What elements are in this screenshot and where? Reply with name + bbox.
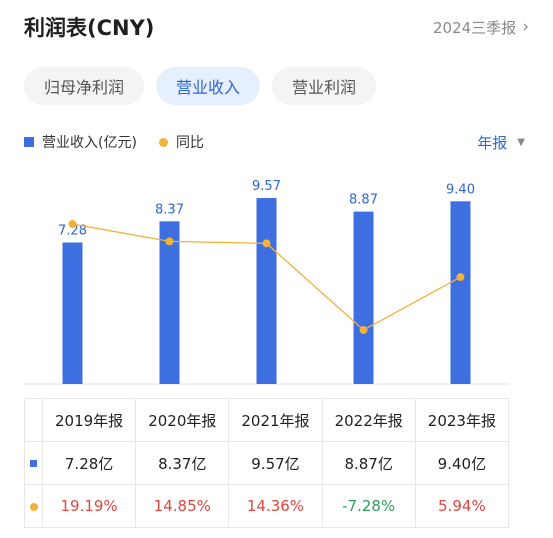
legend-row: 营业收入(亿元) 同比 年报 ▼ <box>24 131 525 153</box>
row-icon-cell <box>24 441 43 485</box>
table-header-cell: 2020年报 <box>135 398 230 442</box>
yoy-point <box>262 239 271 248</box>
triangle-down-icon: ▼ <box>517 136 525 148</box>
revenue-chart: 7.28 8.37 9.57 8.87 9.40 <box>24 179 509 385</box>
table-cell: -7.28% <box>321 484 416 528</box>
legend-label: 营业收入(亿元) <box>42 135 137 151</box>
bar-value-label: 8.37 <box>155 202 184 217</box>
table-header-cell: 2021年报 <box>228 398 323 442</box>
page-title: 利润表(CNY) <box>24 16 155 40</box>
bar-value-label: 9.57 <box>252 179 281 194</box>
table-cell: 8.87亿 <box>321 441 416 485</box>
bar-value-label: 8.87 <box>349 193 378 208</box>
yoy-point <box>165 237 174 246</box>
tab-label: 营业收入 <box>176 78 241 97</box>
frequency-dropdown[interactable]: 年报 ▼ <box>477 132 525 153</box>
revenue-bar <box>353 211 374 384</box>
row-icon-cell <box>24 484 43 528</box>
tab-label: 归母净利润 <box>44 78 125 97</box>
revenue-bar <box>159 221 180 384</box>
legend-item-yoy: 同比 <box>158 132 204 152</box>
data-table: 2019年报 2020年报 2021年报 2022年报 2023年报 7.28亿… <box>24 398 510 528</box>
bar-value-label: 7.28 <box>58 224 87 239</box>
table-header-row: 2019年报 2020年报 2021年报 2022年报 2023年报 <box>24 398 510 442</box>
table-row-revenue: 7.28亿 8.37亿 9.57亿 8.87亿 9.40亿 <box>24 441 510 485</box>
yoy-point <box>359 326 368 334</box>
period-label: 2024三季报 <box>433 18 517 37</box>
metric-tabs: 归母净利润 营业收入 营业利润 <box>24 67 377 105</box>
frequency-label: 年报 <box>477 133 508 152</box>
bar-value-label: 9.40 <box>446 182 475 197</box>
revenue-bar <box>256 198 277 384</box>
bars-group <box>62 198 471 384</box>
table-header-cell: 2022年报 <box>321 398 416 442</box>
table-cell: 14.85% <box>135 484 230 528</box>
tab-operating-profit[interactable]: 营业利润 <box>272 67 377 105</box>
table-cell: 5.94% <box>414 484 510 528</box>
table-cell: 7.28亿 <box>41 441 137 485</box>
line-series-icon <box>29 502 38 511</box>
dot-legend-icon <box>158 137 168 147</box>
yoy-point <box>456 273 465 282</box>
bar-labels-group: 7.28 8.37 9.57 8.87 9.40 <box>58 179 475 239</box>
table-cell: 14.36% <box>228 484 323 528</box>
table-row-yoy: 19.19% 14.85% 14.36% -7.28% 5.94% <box>24 484 510 528</box>
table-header-cell: 2023年报 <box>414 398 510 442</box>
legend-label: 同比 <box>175 135 204 151</box>
table-cell: 19.19% <box>41 484 137 528</box>
revenue-bar <box>450 201 471 384</box>
bar-series-icon <box>30 460 37 467</box>
tab-label: 营业利润 <box>292 78 357 97</box>
legend-item-revenue: 营业收入(亿元) <box>24 132 137 152</box>
table-cell: 9.40亿 <box>414 441 510 485</box>
period-selector[interactable]: 2024三季报 › <box>433 17 529 38</box>
revenue-bar <box>62 242 83 384</box>
tab-revenue[interactable]: 营业收入 <box>156 67 261 105</box>
yoy-line-group <box>68 220 465 334</box>
table-header-cell: 2019年报 <box>41 398 137 442</box>
header: 利润表(CNY) 2024三季报 › <box>24 10 529 44</box>
chevron-right-icon: › <box>522 17 529 37</box>
table-corner-cell <box>24 398 43 442</box>
table-cell: 8.37亿 <box>135 441 230 485</box>
table-cell: 9.57亿 <box>228 441 323 485</box>
yoy-point <box>68 220 77 228</box>
tab-net-profit[interactable]: 归母净利润 <box>24 67 145 105</box>
bar-legend-icon <box>24 137 34 147</box>
